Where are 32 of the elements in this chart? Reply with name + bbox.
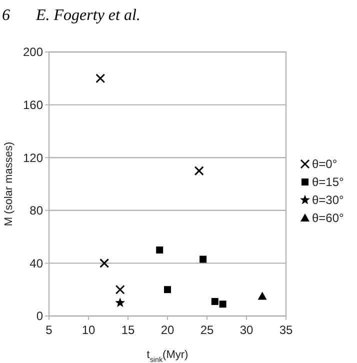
point <box>115 284 125 294</box>
point <box>96 74 106 84</box>
x-tick-label: 15 <box>121 323 135 337</box>
text: E. Fogerty et al. <box>35 7 140 24</box>
x-tick-label: 25 <box>200 323 214 337</box>
point <box>164 286 171 294</box>
point <box>194 166 204 176</box>
y-tick-label: 0 <box>36 309 44 324</box>
legend-label: θ=15° <box>312 175 344 190</box>
x-tick-label: 20 <box>160 323 174 337</box>
x-tick-label: 5 <box>46 323 53 337</box>
y-tick-label: 40 <box>30 256 44 270</box>
y-tick-label: 200 <box>22 45 44 60</box>
legend-label: θ=60° <box>312 211 344 226</box>
x-tick-label: 30 <box>240 323 254 337</box>
y-tick-label: 80 <box>30 204 44 218</box>
legend-label: θ=30° <box>312 193 344 208</box>
legend-label: θ=0° <box>312 157 338 172</box>
x-axis-title: t$_{sink}$(Myr) <box>146 349 188 363</box>
point <box>100 258 110 268</box>
text: 6 <box>2 7 10 24</box>
point <box>156 246 164 254</box>
y-axis-title: M (solar masses) <box>3 142 15 226</box>
point <box>200 256 207 263</box>
y-tick-label: 120 <box>22 150 44 165</box>
y-tick-label: 160 <box>22 98 44 112</box>
point <box>258 292 267 300</box>
x-tick-label: 35 <box>279 323 293 337</box>
point <box>115 298 126 308</box>
point <box>219 300 226 308</box>
x-tick-label: 10 <box>82 323 96 337</box>
point <box>211 298 218 305</box>
